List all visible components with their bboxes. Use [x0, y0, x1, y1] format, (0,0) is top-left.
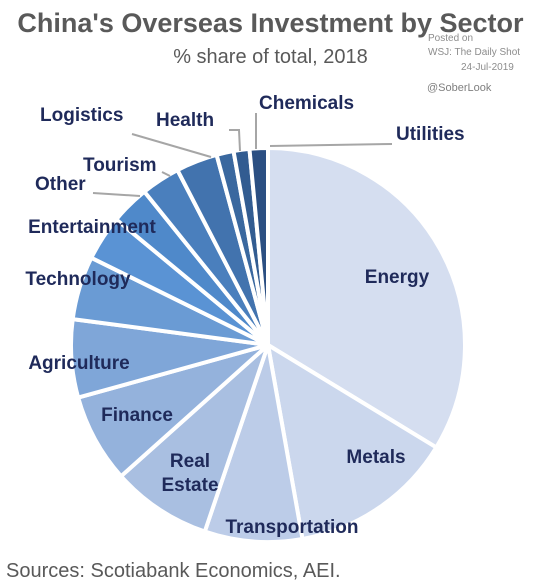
- label-logistics: Logistics: [40, 105, 123, 126]
- label-agriculture: Agriculture: [28, 353, 129, 374]
- watermark-date: 24-Jul-2019: [461, 62, 514, 73]
- label-tourism: Tourism: [83, 155, 157, 176]
- pie-slices: [69, 145, 467, 544]
- label-energy: Energy: [365, 267, 430, 288]
- label-finance: Finance: [101, 405, 173, 426]
- watermark-handle: @SoberLook: [427, 82, 492, 94]
- leader-health: [229, 129, 241, 152]
- slice-utilities: [247, 145, 270, 347]
- watermark-posted: Posted on: [428, 33, 474, 44]
- label-entertainment: Entertainment: [28, 217, 156, 238]
- leader-lines: [92, 113, 393, 197]
- watermark-source: WSJ: The Daily Shot: [428, 47, 521, 58]
- leader-other: [92, 192, 141, 197]
- label-health: Health: [156, 110, 214, 131]
- leader-tourism: [161, 171, 171, 177]
- sources-note: Sources: Scotiabank Economics, AEI.: [6, 560, 341, 582]
- leader-logistics: [131, 133, 212, 158]
- slice-metals: [266, 343, 439, 541]
- slice-labels: Energy Metals Transportation Real Estate Fina…: [25, 93, 464, 538]
- page-subtitle: % share of total, 2018: [173, 46, 368, 68]
- page-title: China's Overseas Investment by Sector: [17, 8, 524, 38]
- leader-utilities: [269, 143, 393, 147]
- label-technology: Technology: [25, 269, 131, 290]
- label-real-estate: Real Estate: [161, 451, 218, 496]
- label-utilities: Utilities: [396, 124, 465, 145]
- label-transportation: Transportation: [225, 517, 358, 538]
- label-other: Other: [35, 174, 86, 195]
- label-metals: Metals: [346, 447, 405, 468]
- slice-energy: [266, 146, 467, 450]
- label-chemicals: Chemicals: [259, 93, 354, 114]
